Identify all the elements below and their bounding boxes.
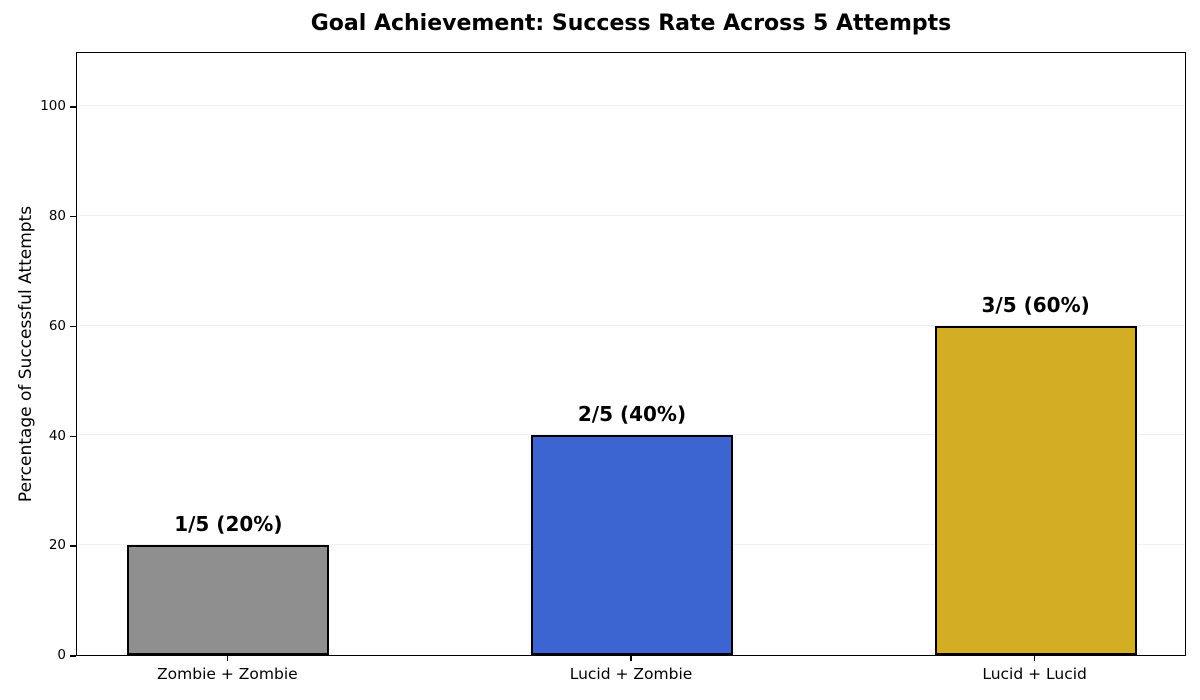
y-tick-mark [70,435,76,438]
bar [531,435,733,655]
y-tick-label: 60 [48,317,66,334]
y-tick-label: 80 [48,207,66,224]
y-axis-label: Percentage of Successful Attempts [16,205,36,503]
bar-group-2: 3/5 (60%) [934,51,1137,655]
y-tick-label: 20 [48,537,66,554]
y-tick-label: 0 [57,647,66,664]
bar-value-label: 2/5 (40%) [577,402,687,427]
x-category-label: Lucid + Lucid [982,665,1087,683]
bar-group-0: 1/5 (20%) [127,51,330,655]
x-tick-mark [226,656,229,661]
bar-value-label: 3/5 (60%) [981,292,1090,317]
bar-value-label: 1/5 (20%) [174,512,283,537]
y-tick-mark [70,545,76,547]
bar [127,545,330,655]
gridline-y-80 [77,214,1185,216]
y-tick-mark [70,325,76,328]
chart-title: Goal Achievement: Success Rate Across 5 … [310,11,952,36]
plot-area: 1/5 (20%) 2/5 (40%) 3/5 (60%) [76,52,1186,656]
y-tick-label: 40 [48,427,66,444]
gridline-y-60 [77,324,1185,326]
gridline-y-40 [77,434,1185,436]
y-tick-mark [70,655,76,657]
x-category-label: Lucid + Zombie [569,665,693,683]
bar-group-1: 2/5 (40%) [531,51,733,655]
y-tick-label: 100 [40,98,66,115]
x-tick-mark [630,656,632,661]
gridline-y-100 [77,104,1185,106]
x-tick-mark [1033,656,1036,661]
bar [934,325,1137,655]
y-tick-mark [70,215,76,218]
y-tick-mark [70,106,76,108]
x-category-label: Zombie + Zombie [157,665,298,683]
